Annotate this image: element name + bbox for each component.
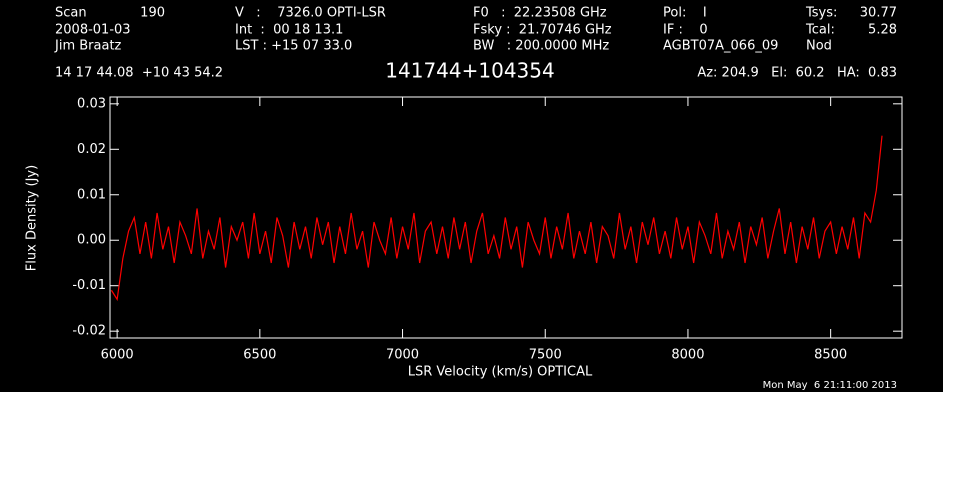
coordinates: 14 17 44.08 +10 43 54.2 — [55, 66, 223, 81]
lst: LST : +15 07 33.0 — [235, 39, 352, 54]
tsys: 30.77 — [860, 6, 897, 21]
y-axis-label: Flux Density (Jy) — [25, 165, 40, 271]
x-tick-label: 7000 — [386, 348, 419, 363]
pointing: Az: 204.9 El: 60.2 HA: 0.83 — [697, 66, 897, 81]
y-tick-label: -0.01 — [72, 278, 106, 293]
plot-frame — [109, 96, 903, 339]
polarization: Pol: I — [663, 6, 707, 21]
x-tick-label: 6000 — [101, 348, 134, 363]
scan-label: Scan — [55, 6, 87, 21]
date: 2008-01-03 — [55, 23, 131, 38]
velocity: V : 7326.0 OPTI-LSR — [235, 6, 386, 21]
plot-background — [0, 0, 943, 392]
tcal-label: Tcal: — [805, 23, 835, 38]
f0: F0 : 22.23508 GHz — [473, 6, 607, 21]
y-tick-label: 0.00 — [77, 233, 106, 248]
y-tick-label: 0.02 — [77, 142, 106, 157]
y-tick-label: 0.01 — [77, 187, 106, 202]
x-tick-label: 8500 — [814, 348, 847, 363]
mode: Nod — [806, 39, 832, 54]
x-tick-label: 6500 — [243, 348, 276, 363]
y-tick-label: 0.03 — [77, 96, 106, 111]
project: AGBT07A_066_09 — [663, 39, 778, 54]
tsys-label: Tsys: — [805, 6, 837, 21]
fsky: Fsky : 21.70746 GHz — [473, 23, 612, 38]
if: IF : 0 — [663, 23, 708, 38]
header: Scan 190 2008-01-03 Jim Braatz V : 7326.… — [25, 6, 898, 392]
tcal: 5.28 — [868, 23, 897, 38]
x-tick-label: 8000 — [671, 348, 704, 363]
scan: 190 — [140, 6, 165, 21]
observer: Jim Braatz — [54, 39, 122, 54]
bandwidth: BW : 200.0000 MHz — [473, 39, 609, 54]
chart-title: 141744+104354 — [385, 59, 554, 83]
x-axis-label: LSR Velocity (km/s) OPTICAL — [408, 365, 593, 380]
y-tick-label: -0.02 — [72, 324, 106, 339]
x-tick-label: 7500 — [529, 348, 562, 363]
spectrum-line — [110, 135, 883, 302]
timestamp: Mon May 6 21:11:00 2013 — [763, 380, 897, 391]
integration: Int : 00 18 13.1 — [235, 23, 343, 38]
